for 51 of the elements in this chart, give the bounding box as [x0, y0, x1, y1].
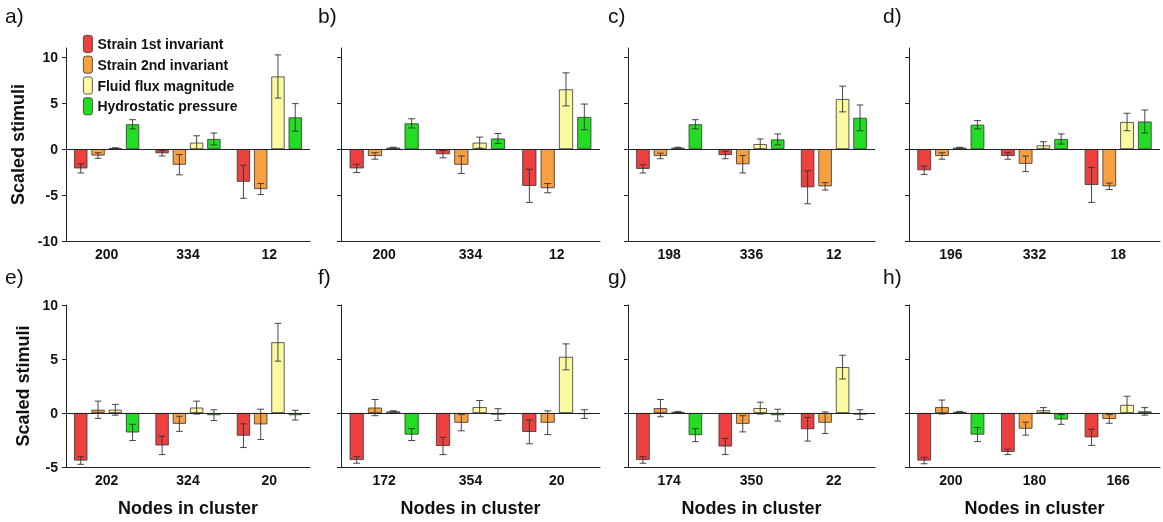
x-tick-label: 12: [549, 246, 565, 262]
legend-label: Strain 1st invariant: [97, 35, 224, 52]
legend-label: Hydrostatic pressure: [97, 98, 238, 115]
chart-title: d): [883, 4, 902, 27]
y-tick-label: 5: [50, 351, 59, 367]
chart-title: h): [883, 265, 902, 288]
x-tick-label: 18: [1110, 246, 1127, 262]
x-tick-label: 166: [1106, 472, 1131, 488]
x-tick-label: 198: [657, 246, 682, 262]
chart-title: g): [608, 265, 627, 288]
x-tick-label: 334: [176, 246, 200, 262]
x-tick-label: 20: [261, 472, 278, 488]
x-axis-title: Nodes in cluster: [964, 498, 1105, 518]
y-tick-label: -10: [37, 233, 59, 249]
y-tick-label: -5: [45, 187, 59, 204]
chart-title: c): [608, 4, 626, 27]
x-tick-label: 172: [372, 472, 397, 488]
x-tick-label: 202: [94, 472, 119, 488]
x-tick-label: 12: [261, 246, 278, 262]
chart-title: f): [318, 265, 331, 288]
x-tick-label: 334: [458, 246, 483, 262]
x-axis-title: Nodes in cluster: [400, 498, 541, 518]
legend-label: Strain 2nd invariant: [97, 56, 229, 73]
y-tick-label: 10: [42, 297, 59, 313]
x-tick-label: 12: [826, 246, 842, 262]
x-tick-label: 200: [939, 472, 963, 488]
y-tick-label: 0: [50, 141, 59, 158]
y-axis-title: Scaled stimuli: [7, 83, 28, 206]
chart-title: a): [5, 4, 24, 27]
x-tick-label: 20: [549, 472, 565, 488]
x-tick-label: 174: [657, 472, 682, 488]
y-tick-label: 5: [50, 95, 59, 112]
y-tick-label: 10: [42, 49, 59, 66]
chart-title: e): [5, 265, 24, 288]
x-tick-label: 332: [1022, 246, 1047, 262]
x-tick-label: 196: [939, 246, 963, 262]
x-tick-label: 354: [458, 472, 483, 488]
x-tick-label: 200: [94, 246, 119, 262]
x-tick-label: 350: [739, 472, 764, 488]
y-tick-label: 0: [50, 405, 59, 421]
x-tick-label: 22: [826, 472, 842, 488]
x-tick-label: 336: [739, 246, 764, 262]
y-axis-title: Scaled stimuli: [12, 325, 33, 447]
x-axis-title: Nodes in cluster: [117, 498, 259, 518]
x-tick-label: 200: [372, 246, 397, 262]
legend-label: Fluid flux magnitude: [97, 77, 235, 94]
x-axis-title: Nodes in cluster: [681, 498, 822, 518]
x-tick-label: 324: [176, 472, 200, 488]
x-tick-label: 180: [1022, 472, 1047, 488]
chart-title: b): [318, 4, 337, 27]
y-tick-label: -5: [45, 459, 59, 475]
